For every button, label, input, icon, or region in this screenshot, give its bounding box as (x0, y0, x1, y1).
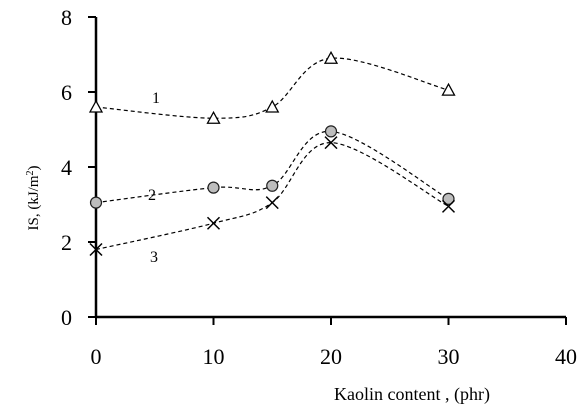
curve-label-3: 3 (150, 249, 158, 266)
y-tick-label: 4 (61, 155, 72, 180)
series-layer: 1 2 3 (88, 50, 456, 266)
data-point (441, 199, 456, 213)
data-point (442, 192, 455, 205)
data-point (265, 196, 279, 210)
x-tick-label: 10 (203, 344, 225, 369)
x-tick-label: 40 (555, 344, 577, 369)
data-point (265, 99, 280, 113)
data-point (206, 216, 221, 230)
series-3: 3 (89, 136, 456, 266)
data-point (266, 179, 279, 192)
x-tick-label: 30 (438, 344, 460, 369)
data-point (88, 99, 104, 113)
y-tick-label: 0 (61, 305, 72, 330)
data-point (207, 181, 220, 194)
y-tick-label: 2 (61, 230, 72, 255)
x-axis-title: Kaolin content , (phr) (334, 384, 490, 405)
data-point (89, 242, 103, 257)
data-point (324, 136, 338, 150)
y-tick-label: 8 (61, 5, 72, 30)
data-point (323, 50, 339, 64)
data-point (441, 82, 456, 96)
axes: 0 2 4 6 8 0 10 20 30 40 (61, 5, 577, 369)
x-tick-label: 20 (320, 344, 342, 369)
data-point (89, 196, 103, 209)
y-tick-label: 6 (61, 80, 72, 105)
curve-label-1: 1 (152, 90, 160, 107)
x-tick-label: 0 (91, 344, 102, 369)
data-point (206, 110, 221, 124)
data-point (324, 125, 338, 138)
series-2: 2 (89, 125, 455, 209)
series-1: 1 (88, 50, 456, 124)
y-axis-title: IS, (kJ/m2) (25, 165, 42, 230)
curve-label-2: 2 (148, 187, 156, 204)
